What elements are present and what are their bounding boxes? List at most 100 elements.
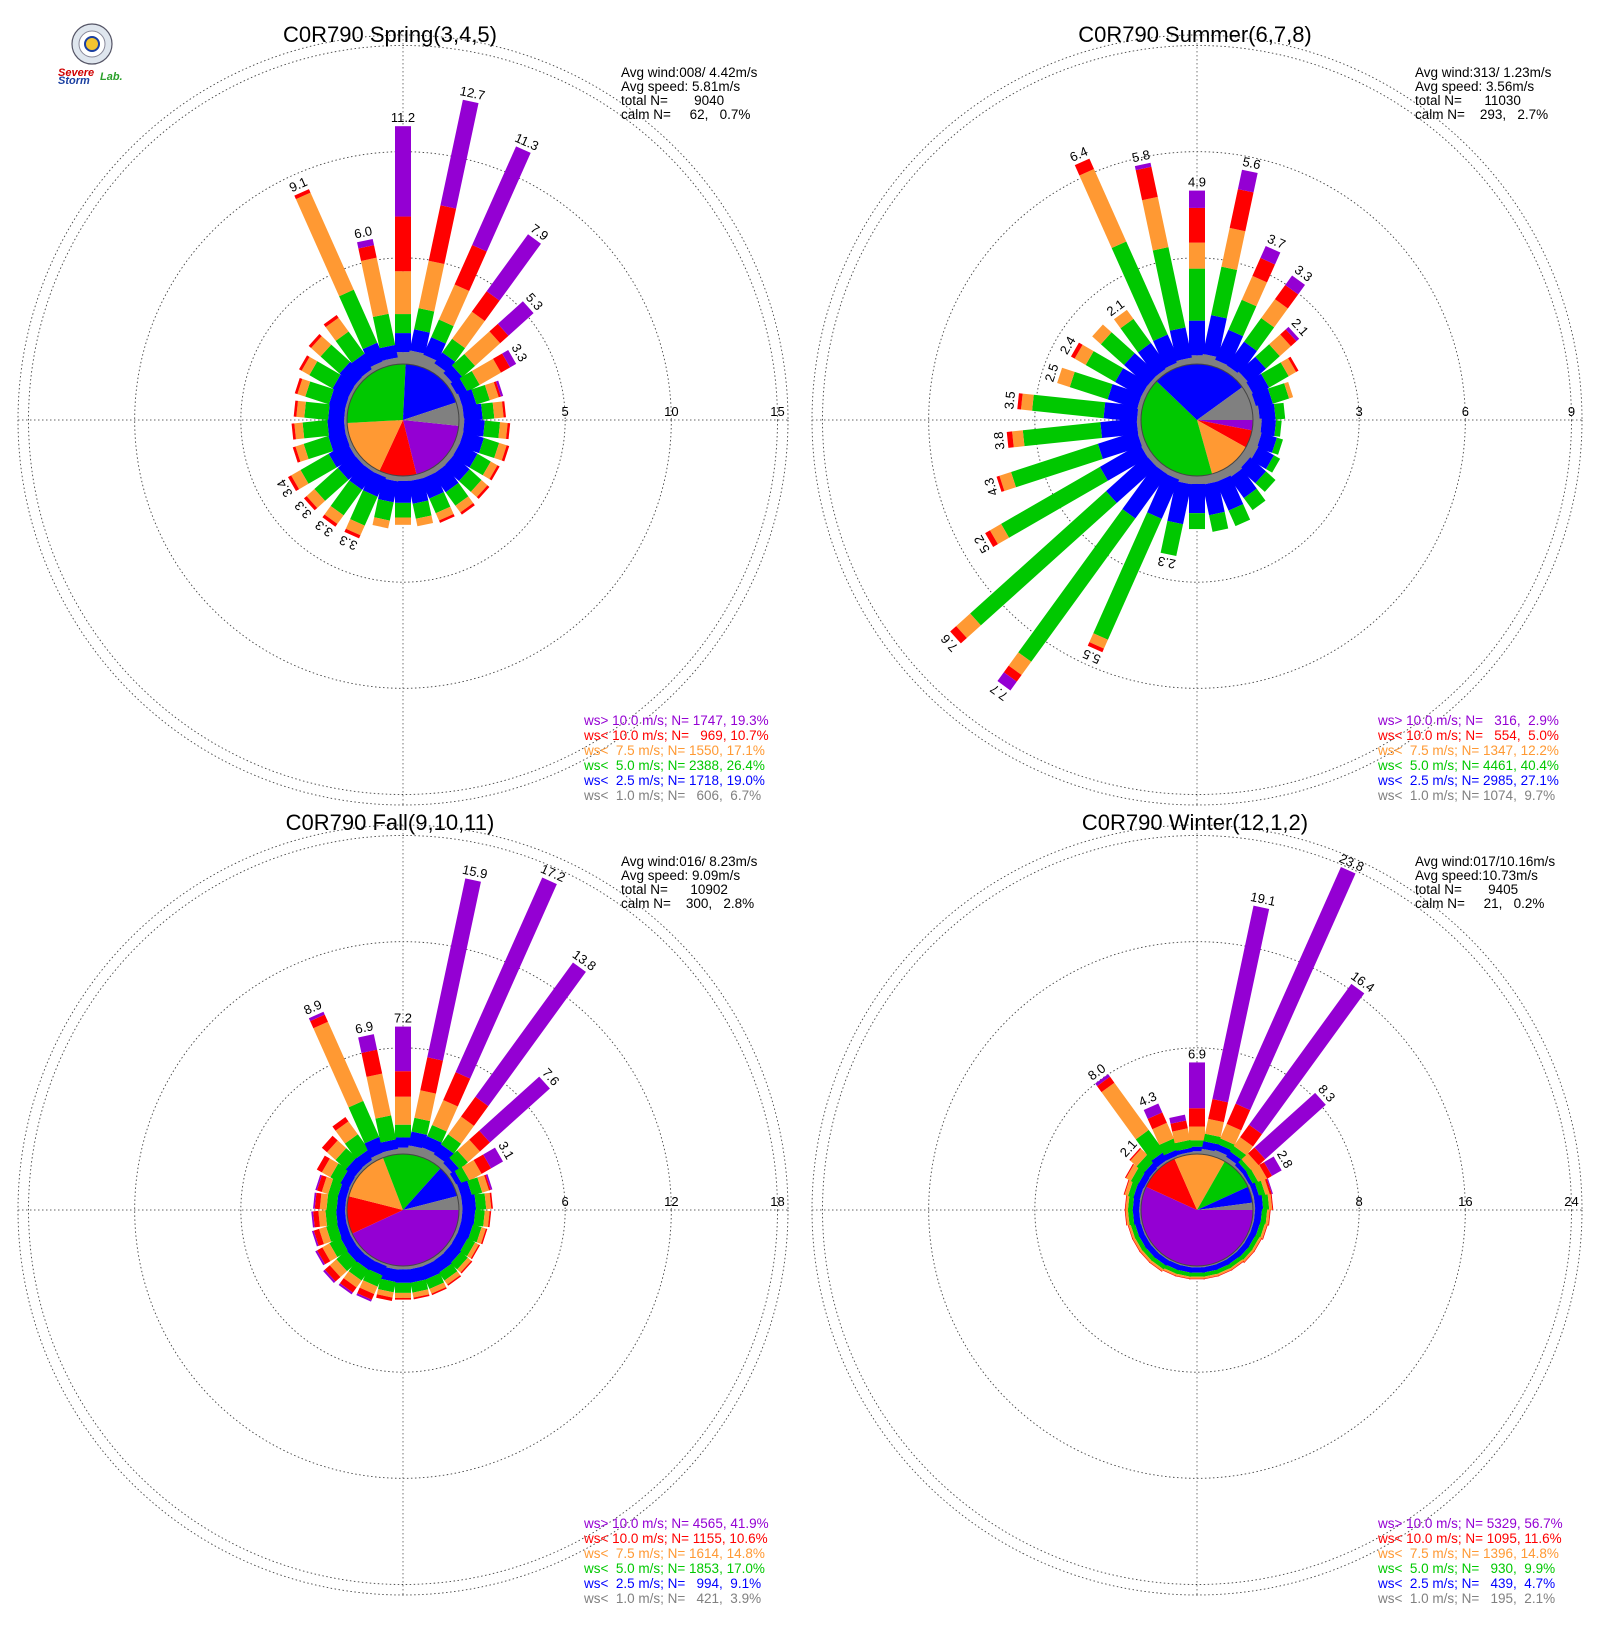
- stat-avg-wind: Avg wind:017/10.16m/s: [1415, 854, 1555, 869]
- bar-segment: [1113, 309, 1134, 329]
- bar-segment: [501, 401, 506, 418]
- bar-value-label: 4.3: [981, 476, 1001, 498]
- bar-segment: [1189, 242, 1205, 269]
- bar-segment: [483, 1147, 504, 1169]
- bar-value-label: 3.5: [1001, 391, 1018, 411]
- panel-title: C0R790 Spring(3,4,5): [283, 22, 497, 47]
- bar-segment: [1202, 315, 1227, 358]
- ring-label: 6: [1462, 404, 1469, 419]
- bar-segment: [1159, 1138, 1179, 1156]
- bar-segment: [366, 1073, 392, 1119]
- direction-bar: [1169, 1114, 1194, 1157]
- legend-entry: ws< 7.5 m/s; N= 1347, 12.2%: [1377, 743, 1559, 758]
- bar-segment: [1132, 1236, 1143, 1252]
- bar-segment: [1255, 1222, 1265, 1239]
- bar-segment: [325, 1209, 338, 1227]
- bar-segment: [415, 515, 434, 527]
- direction-bar: 3.8: [991, 417, 1143, 451]
- bar-segment: [1264, 1156, 1282, 1176]
- bar-segment: [1230, 1260, 1245, 1271]
- bar-segment: [1205, 1118, 1224, 1138]
- bar-segment: [319, 1193, 329, 1210]
- pie-slice: [348, 1157, 403, 1210]
- bar-segment: [1100, 332, 1135, 366]
- bar-segment: [295, 443, 309, 462]
- panel-title: C0R790 Fall(9,10,11): [286, 810, 495, 835]
- legend-entry: ws> 10.0 m/s; N= 4565, 41.9%: [583, 1516, 769, 1531]
- bar-segment: [1254, 1092, 1326, 1160]
- bar-segment: [486, 234, 541, 301]
- pie-slice: [1156, 363, 1243, 420]
- bar-segment: [321, 1158, 339, 1178]
- bar-segment: [1251, 388, 1273, 409]
- bar-segment: [429, 492, 451, 514]
- bar-segment: [1209, 511, 1229, 532]
- bar-segment: [460, 503, 475, 515]
- bar-segment: [323, 315, 339, 328]
- bar-value-label: 6.9: [354, 1018, 375, 1036]
- bar-segment: [329, 1237, 348, 1258]
- direction-bar: [406, 473, 434, 527]
- bar-segment: [320, 344, 351, 374]
- ring-label: 3: [1356, 404, 1363, 419]
- bar-segment: [501, 445, 510, 462]
- bar-segment: [1201, 1264, 1218, 1273]
- bar-segment: [1201, 1141, 1220, 1152]
- bar-segment: [287, 475, 300, 492]
- bar-segment: [1266, 455, 1281, 473]
- bar-segment: [461, 1208, 476, 1226]
- bar-segment: [1174, 1139, 1192, 1152]
- bar-segment: [344, 1134, 369, 1159]
- bar-segment: [1268, 1209, 1271, 1226]
- bar-segment: [1189, 1272, 1205, 1277]
- bar-segment: [454, 1166, 470, 1185]
- bar-segment: [336, 1220, 351, 1239]
- direction-bar: 4.3: [981, 429, 1147, 498]
- bar-segment: [1093, 512, 1162, 640]
- center-pie: [1140, 1153, 1254, 1267]
- bar-segment: [480, 1228, 488, 1245]
- direction-bar: 12.7: [406, 83, 486, 367]
- bar-segment: [1251, 1164, 1268, 1184]
- bar-segment: [1226, 341, 1257, 375]
- bar-segment: [1132, 1208, 1141, 1225]
- bar-segment: [498, 422, 508, 439]
- bar-segment: [1202, 1269, 1219, 1277]
- stat-total: total N= 9405: [1415, 882, 1518, 897]
- bar-segment: [1247, 1147, 1266, 1166]
- direction-bar: 7.6: [938, 451, 1161, 655]
- legend-entry: ws< 10.0 m/s; N= 554, 5.0%: [1377, 728, 1559, 743]
- pie-slice: [379, 420, 417, 477]
- bar-segment: [1153, 334, 1180, 368]
- bar-segment: [1216, 1267, 1233, 1276]
- stat-calm: calm N= 21, 0.2%: [1415, 896, 1544, 911]
- bar-segment: [1280, 329, 1297, 347]
- bar-segment: [395, 1282, 411, 1293]
- legend-entry: ws< 2.5 m/s; N= 2985, 27.1%: [1377, 773, 1559, 788]
- bar-segment: [950, 626, 967, 644]
- bar-segment: [1142, 196, 1169, 251]
- bar-segment: [1284, 381, 1294, 399]
- bar-segment: [1125, 1164, 1139, 1182]
- bar-segment: [356, 1293, 372, 1302]
- bar-segment: [328, 442, 356, 468]
- bar-segment: [1124, 1163, 1134, 1179]
- bar-segment: [1175, 1269, 1192, 1277]
- direction-bar: [418, 467, 455, 523]
- bar-segment: [337, 453, 365, 480]
- bar-segment: [1074, 158, 1095, 176]
- bar-segment: [1229, 468, 1257, 499]
- direction-bar: [457, 417, 511, 440]
- bar-segment: [1238, 1159, 1253, 1175]
- bar-segment: [296, 400, 306, 418]
- bar-segment: [1189, 513, 1205, 530]
- pie-slice: [346, 1196, 403, 1234]
- bar-segment: [1123, 1179, 1130, 1195]
- bar-segment: [1189, 1126, 1205, 1141]
- bar-segment: [1161, 1269, 1177, 1277]
- bar-segment: [339, 361, 365, 387]
- direction-bar: [1189, 476, 1205, 530]
- bar-segment: [299, 355, 310, 371]
- bar-segment: [1169, 1114, 1187, 1124]
- bar-segment: [1070, 342, 1083, 359]
